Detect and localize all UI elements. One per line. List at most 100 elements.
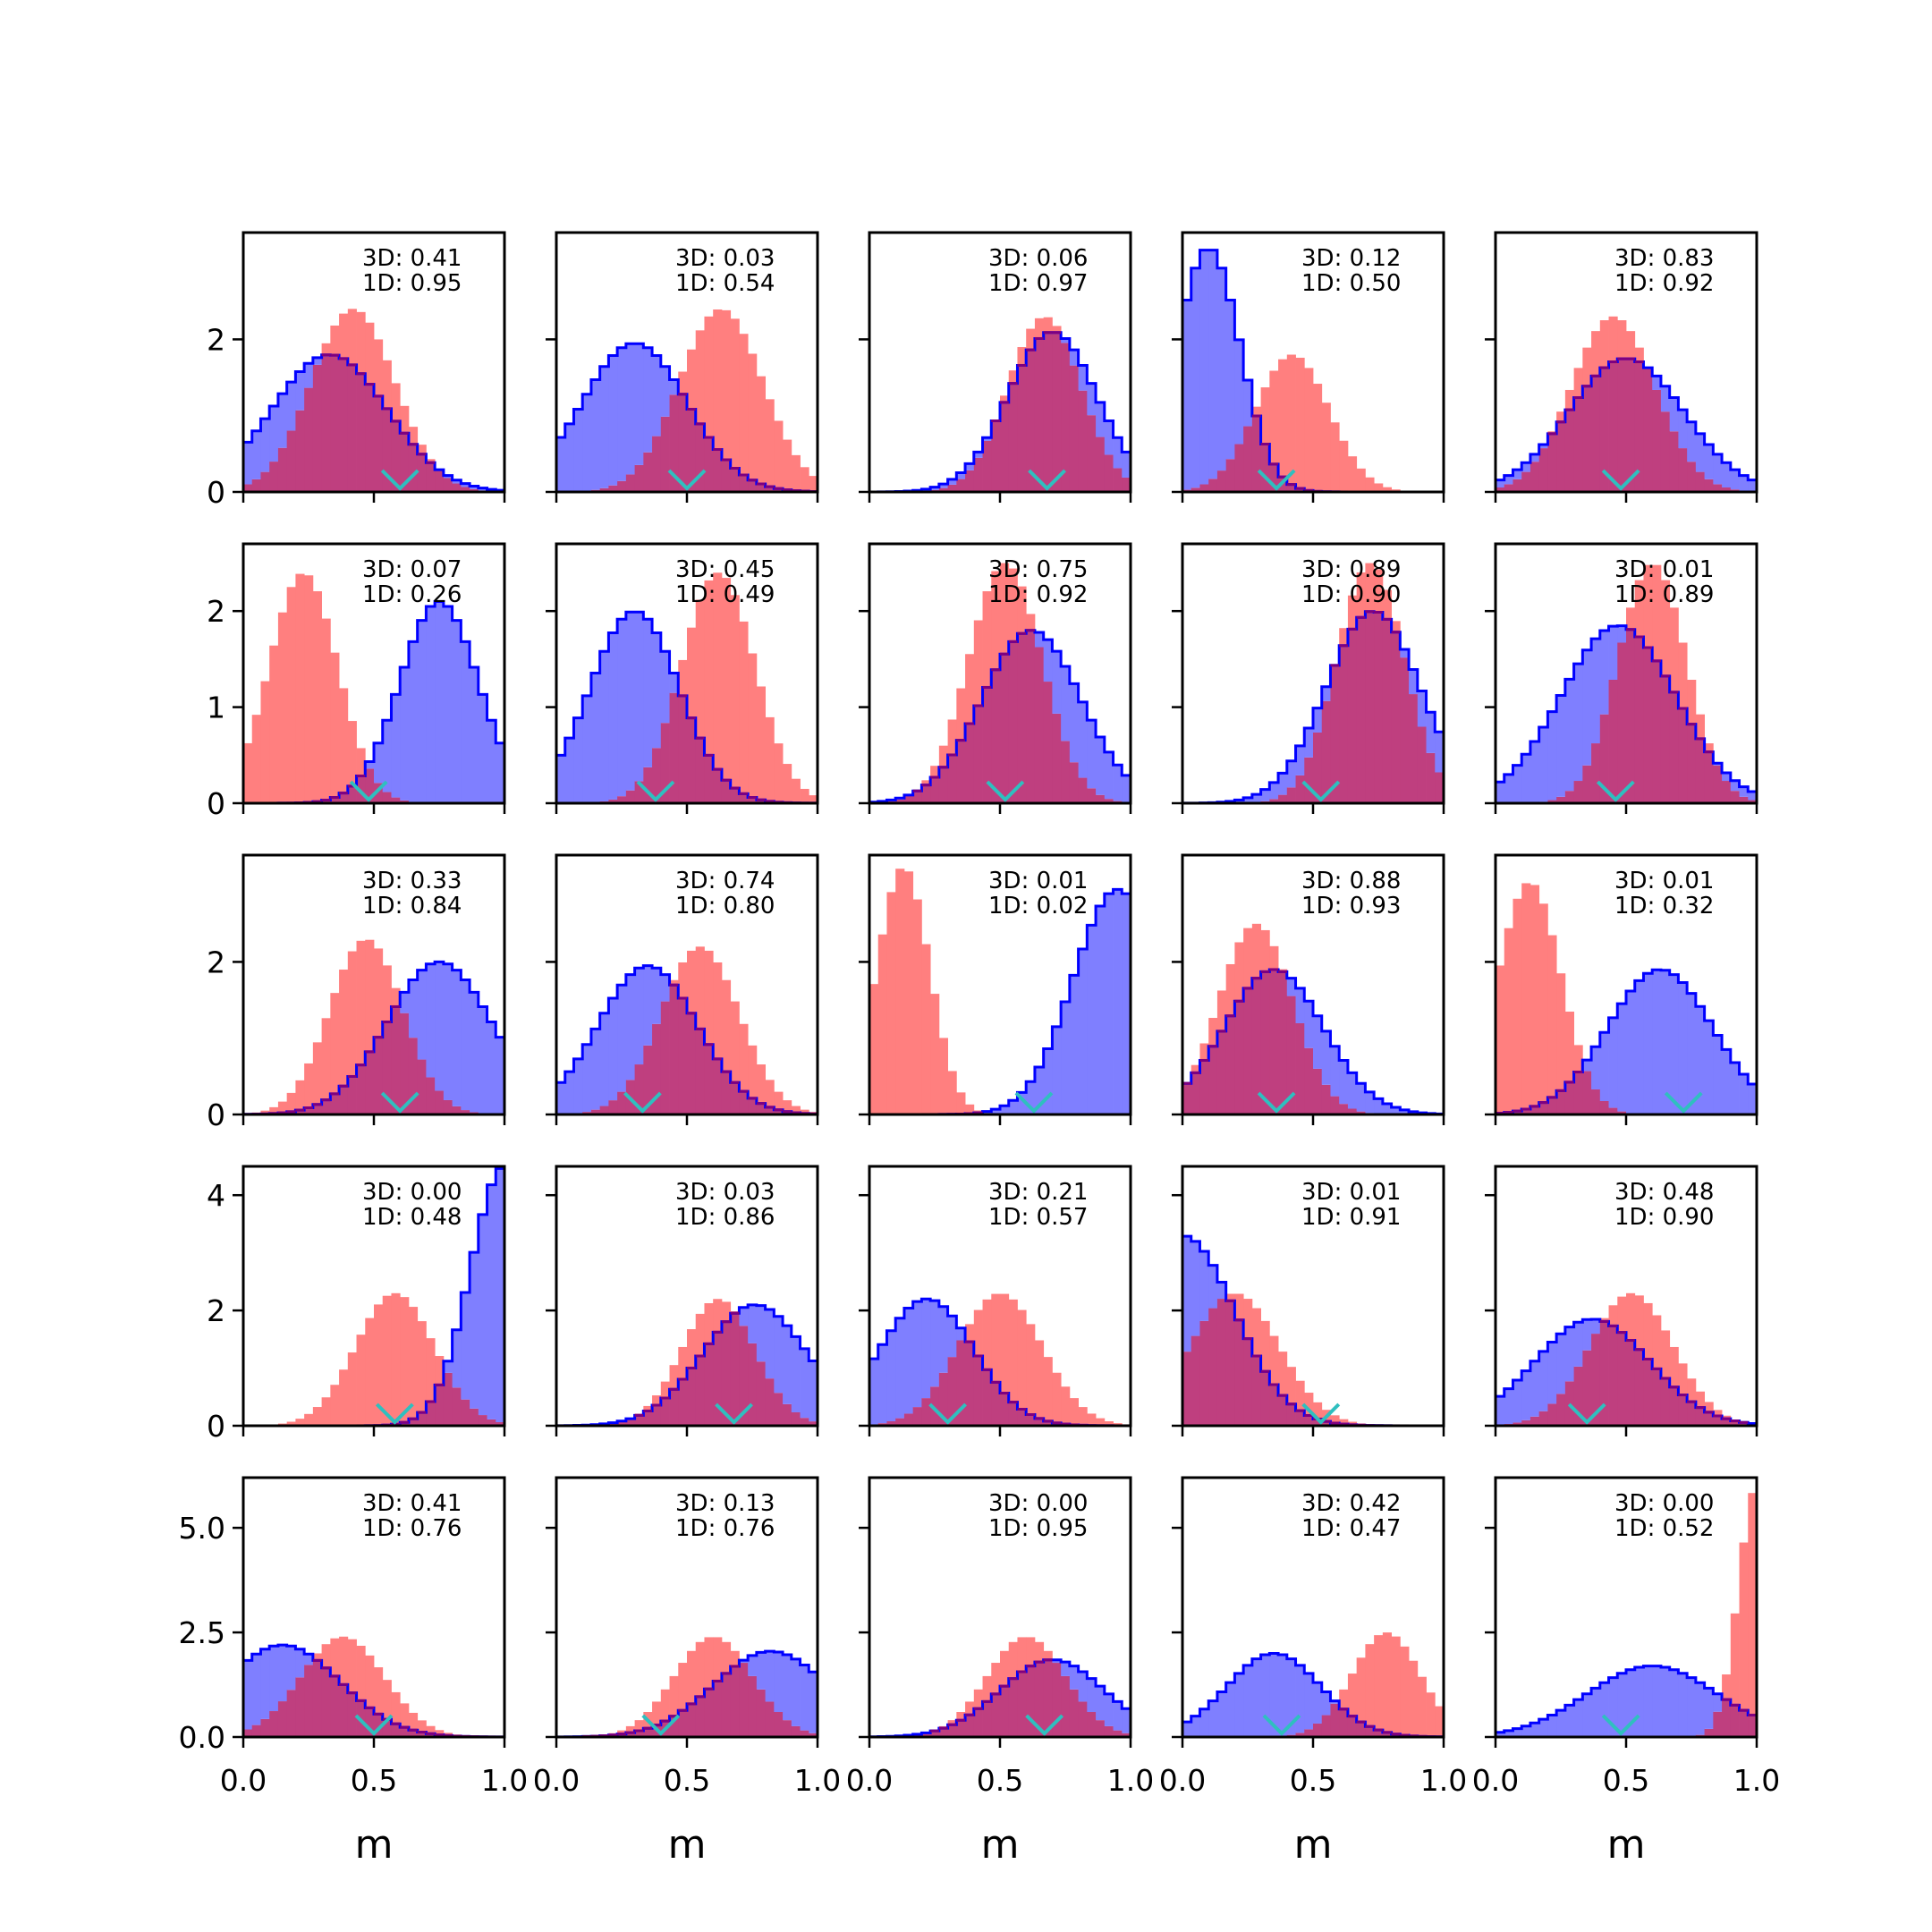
overlap-bar — [1617, 359, 1627, 492]
overlap-bar — [1722, 1699, 1732, 1737]
blue-histogram-bar — [1599, 1032, 1609, 1102]
overlap-bar — [1365, 1726, 1375, 1737]
reference-marker — [1664, 1091, 1703, 1114]
overlap-bar — [452, 483, 462, 492]
red-histogram-bar — [695, 599, 705, 739]
reference-marker — [1301, 1402, 1341, 1425]
red-histogram-bar — [277, 1101, 288, 1114]
blue-histogram-bar — [1521, 1725, 1531, 1737]
overlap-bar — [374, 395, 384, 492]
blue-histogram-bar — [461, 1292, 470, 1400]
overlap-bar — [713, 769, 723, 803]
blue-histogram-bar — [1582, 1060, 1592, 1072]
overlap-bar — [1660, 411, 1671, 492]
overlap-bar — [1400, 657, 1410, 803]
red-histogram-bar — [400, 1297, 410, 1423]
red-histogram-bar — [1582, 347, 1592, 386]
blue-histogram-bar — [1087, 720, 1097, 789]
reference-marker — [375, 1402, 414, 1425]
blue-histogram-bar — [1513, 765, 1522, 803]
blue-histogram-bar — [1547, 1342, 1557, 1404]
blue-histogram-bar — [1608, 626, 1618, 681]
overlap-bar — [1313, 732, 1323, 803]
blue-histogram-bar — [791, 1336, 801, 1412]
red-histogram-bar — [965, 1701, 975, 1716]
red-histogram-bar — [1722, 1415, 1732, 1419]
red-histogram-bar — [1626, 331, 1636, 360]
overlap-bar — [304, 1107, 314, 1114]
overlap-bar — [356, 373, 366, 492]
red-histogram-bar — [1374, 483, 1384, 492]
blue-histogram-bar — [1713, 453, 1723, 485]
red-histogram-bar — [1295, 357, 1305, 489]
blue-histogram-bar — [590, 673, 601, 803]
overlap-bar — [1356, 1111, 1366, 1114]
red-histogram-bar — [1052, 1372, 1062, 1423]
blue-histogram-bar — [286, 382, 296, 431]
red-histogram-bar — [1678, 642, 1688, 709]
red-histogram-bar — [330, 652, 340, 798]
red-histogram-bar — [339, 313, 349, 359]
overlap-bar — [1564, 1081, 1574, 1114]
red-histogram-bar — [1347, 1674, 1358, 1716]
blue-histogram-bar — [1391, 1107, 1401, 1114]
blue-histogram-bar — [1669, 1669, 1679, 1737]
blue-histogram-bar — [1269, 1653, 1279, 1737]
overlap-bar — [783, 1720, 792, 1737]
overlap-bar — [321, 354, 331, 492]
overlap-bar — [678, 1379, 688, 1426]
blue-histogram-bar — [1556, 1710, 1566, 1737]
overlap-bar — [269, 1711, 279, 1737]
blue-histogram-bar — [1251, 794, 1261, 803]
overlap-bar — [1356, 1722, 1366, 1737]
overlap-bar — [408, 1038, 419, 1114]
overlap-bar — [330, 1675, 340, 1737]
panel-annotation: 3D: 0.01 — [1614, 868, 1714, 894]
panel-annotation: 1D: 0.54 — [675, 270, 775, 297]
overlap-bar — [643, 452, 653, 492]
overlap-bar — [704, 1343, 714, 1426]
blue-histogram-bar — [1426, 712, 1436, 753]
overlap-bar — [687, 1703, 697, 1737]
blue-histogram-bar — [243, 442, 253, 485]
blue-histogram-bar — [1626, 990, 1636, 1114]
overlap-bar — [1069, 365, 1079, 492]
overlap-bar — [461, 1110, 470, 1114]
blue-histogram-bar — [1513, 470, 1522, 479]
reference-marker — [1601, 469, 1640, 491]
overlap-bar — [312, 1104, 322, 1114]
overlap-bar — [756, 800, 766, 803]
overlap-bar — [1026, 1414, 1036, 1426]
red-histogram-bar — [1313, 384, 1323, 492]
panel-annotation: 3D: 0.01 — [1301, 1179, 1401, 1206]
blue-histogram-bar — [608, 997, 618, 1101]
red-histogram-bar — [1104, 1421, 1114, 1426]
blue-histogram-bar — [625, 612, 635, 791]
overlap-bar — [1286, 484, 1296, 492]
blue-histogram-bar — [1225, 1682, 1235, 1737]
blue-histogram-bar — [869, 1359, 879, 1425]
overlap-bar — [1643, 368, 1653, 492]
overlap-bar — [1295, 1022, 1305, 1114]
red-histogram-bar — [1382, 487, 1392, 492]
blue-histogram-bar — [921, 1299, 931, 1399]
overlap-bar — [973, 457, 983, 492]
blue-histogram-bar — [452, 970, 462, 1106]
overlap-bar — [426, 1733, 436, 1737]
red-histogram-bar — [382, 360, 392, 409]
y-tick-label: 2 — [207, 322, 225, 357]
blue-histogram-bar — [1034, 632, 1045, 648]
x-axis-label: m — [668, 1822, 707, 1868]
y-tick-label: 0 — [207, 1409, 225, 1444]
overlap-bar — [1017, 1672, 1027, 1737]
panel-annotation: 1D: 0.86 — [675, 1204, 775, 1231]
blue-histogram-bar — [774, 1316, 784, 1394]
red-histogram-bar — [391, 1292, 401, 1425]
overlap-bar — [496, 1422, 505, 1426]
panel-annotation: 1D: 0.91 — [1301, 1204, 1401, 1231]
blue-histogram-bar — [408, 979, 419, 1038]
overlap-bar — [991, 1382, 1001, 1426]
red-histogram-bar — [1426, 1692, 1436, 1737]
overlap-bar — [1339, 1708, 1349, 1737]
